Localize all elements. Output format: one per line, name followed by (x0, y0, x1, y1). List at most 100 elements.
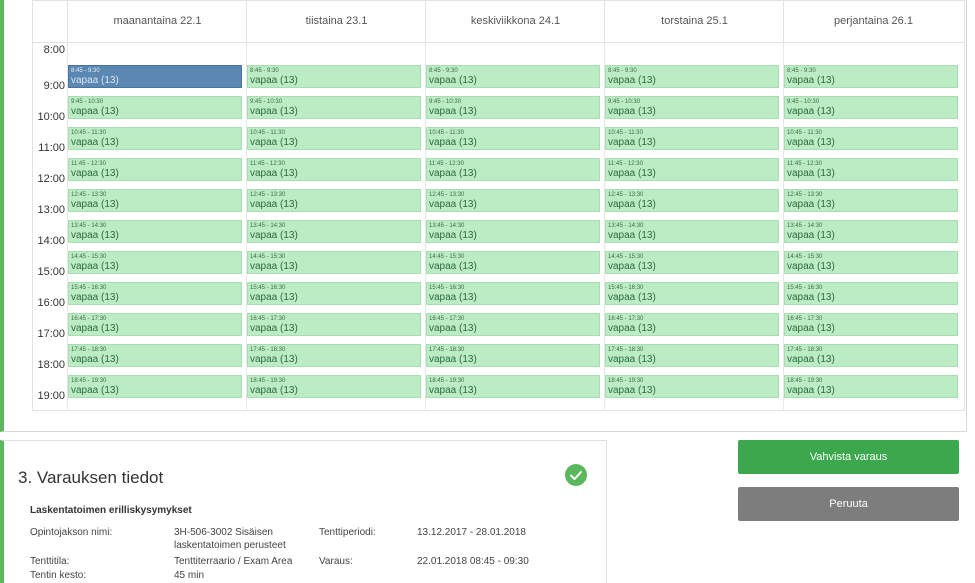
day-column-divider (783, 42, 784, 410)
time-slot[interactable]: 11:45 - 12:30 vapaa (13) (605, 158, 779, 181)
time-slot[interactable]: 18:45 - 19:30 vapaa (13) (426, 375, 600, 398)
exam-room-label: Tenttitila: (30, 556, 70, 567)
time-slot[interactable]: 13:45 - 14:30 vapaa (13) (426, 220, 600, 243)
time-slot[interactable]: 10:45 - 11:30 vapaa (13) (247, 127, 421, 150)
time-slot[interactable]: 14:45 - 15:30 vapaa (13) (784, 251, 958, 274)
slot-time-range: 18:45 - 19:30 (71, 378, 107, 384)
slot-time-range: 15:45 - 16:30 (787, 285, 823, 291)
slot-time-range: 16:45 - 17:30 (608, 316, 644, 322)
time-slot[interactable]: 17:45 - 18:30 vapaa (13) (247, 344, 421, 367)
time-slot[interactable]: 14:45 - 15:30 vapaa (13) (426, 251, 600, 274)
time-slot[interactable]: 8:45 - 9:30 vapaa (13) (68, 65, 242, 88)
confirm-reservation-button[interactable]: Vahvista varaus (738, 440, 959, 474)
time-slot[interactable]: 12:45 - 13:30 vapaa (13) (784, 189, 958, 212)
time-slot[interactable]: 17:45 - 18:30 vapaa (13) (68, 344, 242, 367)
slot-time-range: 9:45 - 10:30 (608, 99, 641, 105)
slot-time-range: 18:45 - 19:30 (429, 378, 465, 384)
time-slot[interactable]: 17:45 - 18:30 vapaa (13) (784, 344, 958, 367)
time-slot[interactable]: 13:45 - 14:30 vapaa (13) (68, 220, 242, 243)
slot-status: vapaa (13) (71, 385, 119, 396)
slot-status: vapaa (13) (608, 292, 656, 303)
time-slot[interactable]: 13:45 - 14:30 vapaa (13) (605, 220, 779, 243)
time-slot[interactable]: 10:45 - 11:30 vapaa (13) (68, 127, 242, 150)
time-slot[interactable]: 14:45 - 15:30 vapaa (13) (68, 251, 242, 274)
time-slot[interactable]: 12:45 - 13:30 vapaa (13) (605, 189, 779, 212)
time-slot[interactable]: 16:45 - 17:30 vapaa (13) (247, 313, 421, 336)
time-slot[interactable]: 12:45 - 13:30 vapaa (13) (247, 189, 421, 212)
time-slot[interactable]: 14:45 - 15:30 vapaa (13) (605, 251, 779, 274)
time-slot[interactable]: 9:45 - 10:30 vapaa (13) (247, 96, 421, 119)
slot-status: vapaa (13) (787, 137, 835, 148)
slot-time-range: 10:45 - 11:30 (429, 130, 464, 136)
time-slot[interactable]: 13:45 - 14:30 vapaa (13) (247, 220, 421, 243)
time-slot[interactable]: 8:45 - 9:30 vapaa (13) (247, 65, 421, 88)
time-slot[interactable]: 13:45 - 14:30 vapaa (13) (784, 220, 958, 243)
time-slot[interactable]: 15:45 - 16:30 vapaa (13) (247, 282, 421, 305)
time-slot[interactable]: 11:45 - 12:30 vapaa (13) (68, 158, 242, 181)
section-title: 3. Varauksen tiedot (18, 468, 164, 487)
time-slot[interactable]: 11:45 - 12:30 vapaa (13) (784, 158, 958, 181)
slot-status: vapaa (13) (250, 354, 298, 365)
time-slot[interactable]: 9:45 - 10:30 vapaa (13) (784, 96, 958, 119)
slot-time-range: 15:45 - 16:30 (429, 285, 465, 291)
slot-status: vapaa (13) (787, 230, 835, 241)
time-slot[interactable]: 10:45 - 11:30 vapaa (13) (605, 127, 779, 150)
time-slot[interactable]: 17:45 - 18:30 vapaa (13) (605, 344, 779, 367)
slot-status: vapaa (13) (787, 199, 835, 210)
time-slot[interactable]: 18:45 - 19:30 vapaa (13) (784, 375, 958, 398)
time-slot[interactable]: 8:45 - 9:30 vapaa (13) (426, 65, 600, 88)
slot-status: vapaa (13) (608, 137, 656, 148)
slot-status: vapaa (13) (429, 354, 477, 365)
slot-status: vapaa (13) (250, 261, 298, 272)
time-slot[interactable]: 9:45 - 10:30 vapaa (13) (68, 96, 242, 119)
time-slot[interactable]: 16:45 - 17:30 vapaa (13) (784, 313, 958, 336)
slot-status: vapaa (13) (429, 137, 477, 148)
time-slot[interactable]: 12:45 - 13:30 vapaa (13) (68, 189, 242, 212)
time-slot[interactable]: 16:45 - 17:30 vapaa (13) (605, 313, 779, 336)
day-column-divider (246, 42, 247, 410)
slot-time-range: 13:45 - 14:30 (429, 223, 465, 229)
slot-time-range: 13:45 - 14:30 (608, 223, 644, 229)
slot-status: vapaa (13) (429, 75, 477, 86)
time-slot[interactable]: 14:45 - 15:30 vapaa (13) (247, 251, 421, 274)
day-header: perjantaina 26.1 (783, 1, 963, 42)
slot-status: vapaa (13) (250, 199, 298, 210)
time-slot[interactable]: 16:45 - 17:30 vapaa (13) (68, 313, 242, 336)
slot-time-range: 15:45 - 16:30 (71, 285, 107, 291)
time-slot[interactable]: 12:45 - 13:30 vapaa (13) (426, 189, 600, 212)
slot-status: vapaa (13) (71, 261, 119, 272)
time-slot[interactable]: 11:45 - 12:30 vapaa (13) (426, 158, 600, 181)
reservation-details-panel: 3. Varauksen tiedot Laskentatoimen erill… (0, 440, 607, 583)
slot-status: vapaa (13) (429, 261, 477, 272)
slot-time-range: 17:45 - 18:30 (71, 347, 107, 353)
time-slot[interactable]: 18:45 - 19:30 vapaa (13) (605, 375, 779, 398)
check-icon (565, 464, 587, 486)
time-label: 12:00 (37, 173, 65, 185)
time-slot[interactable]: 18:45 - 19:30 vapaa (13) (68, 375, 242, 398)
time-slot[interactable]: 10:45 - 11:30 vapaa (13) (784, 127, 958, 150)
time-slot[interactable]: 9:45 - 10:30 vapaa (13) (426, 96, 600, 119)
slot-status: vapaa (13) (71, 354, 119, 365)
slot-time-range: 12:45 - 13:30 (429, 192, 465, 198)
slot-status: vapaa (13) (787, 106, 835, 117)
day-column-divider (67, 42, 68, 410)
time-slot[interactable]: 8:45 - 9:30 vapaa (13) (784, 65, 958, 88)
time-slot[interactable]: 17:45 - 18:30 vapaa (13) (426, 344, 600, 367)
time-slot[interactable]: 8:45 - 9:30 vapaa (13) (605, 65, 779, 88)
time-slot[interactable]: 10:45 - 11:30 vapaa (13) (426, 127, 600, 150)
cancel-button[interactable]: Peruuta (738, 487, 959, 521)
slot-time-range: 11:45 - 12:30 (787, 161, 822, 167)
time-slot[interactable]: 9:45 - 10:30 vapaa (13) (605, 96, 779, 119)
time-slot[interactable]: 16:45 - 17:30 vapaa (13) (426, 313, 600, 336)
time-slot[interactable]: 15:45 - 16:30 vapaa (13) (426, 282, 600, 305)
slot-status: vapaa (13) (429, 168, 477, 179)
time-slot[interactable]: 15:45 - 16:30 vapaa (13) (68, 282, 242, 305)
slot-status: vapaa (13) (71, 168, 119, 179)
slot-time-range: 8:45 - 9:30 (71, 68, 100, 74)
time-slot[interactable]: 18:45 - 19:30 vapaa (13) (247, 375, 421, 398)
time-slot[interactable]: 15:45 - 16:30 vapaa (13) (605, 282, 779, 305)
time-slot[interactable]: 15:45 - 16:30 vapaa (13) (784, 282, 958, 305)
time-slot[interactable]: 11:45 - 12:30 vapaa (13) (247, 158, 421, 181)
slot-status: vapaa (13) (71, 292, 119, 303)
time-label: 8:00 (43, 44, 65, 56)
